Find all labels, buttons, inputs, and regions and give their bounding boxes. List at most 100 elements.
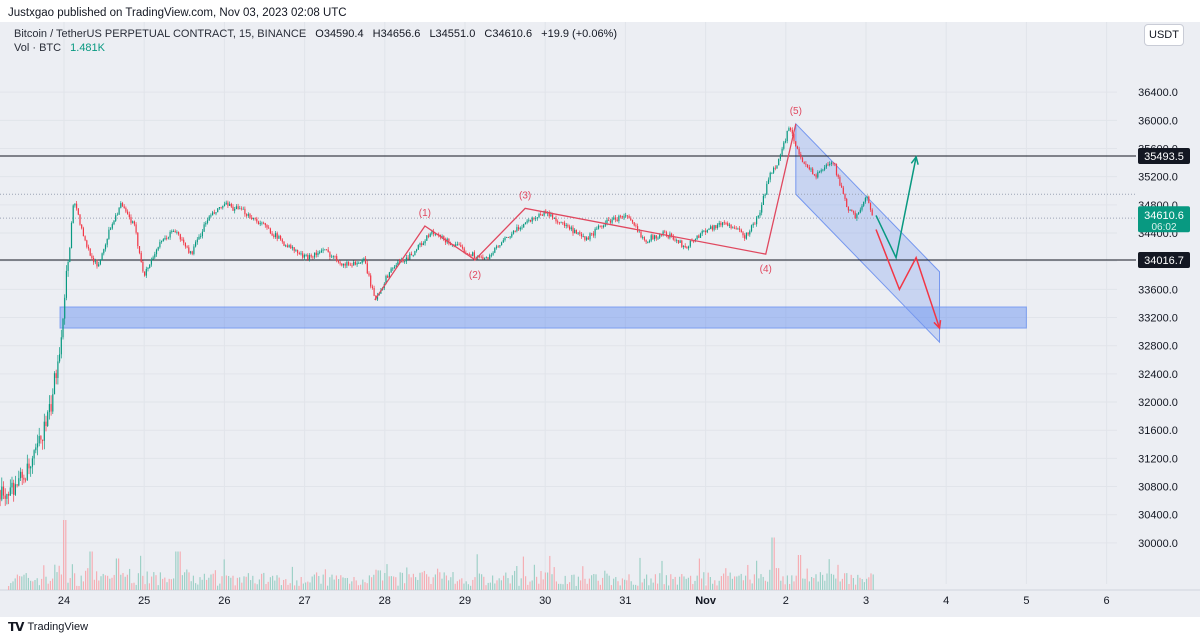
volume-bar: [551, 574, 553, 590]
candle-body: [23, 477, 25, 480]
candle-body: [495, 246, 498, 248]
volume-bar: [813, 578, 815, 590]
candle-body: [662, 231, 664, 236]
candle-body: [536, 217, 538, 219]
volume-bar: [630, 581, 632, 590]
candle-body: [460, 244, 462, 247]
volume-bar: [705, 585, 707, 590]
candle-body: [234, 208, 236, 211]
y-tick-label: 33600.0: [1138, 284, 1178, 296]
candle-body: [159, 242, 161, 248]
price-chart[interactable]: 30000.0 30400.0 30800.0 31200.0 31600.0 32000…: [0, 22, 1200, 617]
volume-bar: [817, 581, 819, 590]
ohlc-open: O34590.4: [315, 28, 364, 40]
chart-panel[interactable]: 30000.0 30400.0 30800.0 31200.0 31600.0 32000…: [0, 22, 1200, 617]
volume-bar: [223, 559, 225, 590]
candle-body: [257, 221, 260, 225]
tradingview-logo[interactable]: 𝗧𝗩 TradingView: [8, 620, 88, 634]
volume-bar: [49, 580, 51, 590]
candle-body: [120, 203, 122, 208]
volume-bar: [269, 577, 271, 590]
candle-body: [47, 412, 49, 426]
candle-body: [441, 236, 443, 238]
price-label-box: [1138, 148, 1190, 165]
y-tick-label: 32800.0: [1138, 341, 1178, 353]
candle-body: [101, 253, 103, 260]
candle-body: [807, 164, 809, 168]
parallel-channel[interactable]: [795, 122, 941, 344]
volume-bar: [793, 581, 795, 590]
candle-body: [154, 254, 156, 258]
volume-bar: [624, 579, 626, 590]
volume-bar: [355, 580, 357, 590]
volume-bar: [102, 573, 104, 590]
y-tick-label: 33200.0: [1138, 313, 1178, 325]
candle-body: [84, 236, 86, 241]
tradingview-logo-text: TradingView: [27, 621, 89, 633]
volume-bar: [91, 551, 93, 590]
volume-bar: [866, 578, 868, 590]
volume-bar: [386, 564, 388, 590]
volume-bar: [771, 537, 773, 590]
candle-body: [614, 217, 617, 220]
candle-body: [470, 254, 472, 256]
candle-body: [33, 450, 35, 459]
candle-body: [166, 238, 168, 239]
candle-body: [659, 234, 661, 238]
candle-body: [603, 225, 605, 228]
candle-body: [137, 232, 139, 247]
volume-bar: [828, 559, 830, 590]
candle-body: [419, 243, 421, 245]
candle-body: [48, 404, 50, 413]
volume-bar: [329, 577, 331, 590]
volume-bar: [698, 558, 700, 590]
volume-bar: [465, 581, 467, 590]
candle-body: [291, 247, 294, 249]
candle-body: [757, 215, 759, 218]
candle-body: [55, 373, 57, 378]
volume-bar: [379, 570, 381, 590]
volume-bar: [98, 580, 100, 590]
volume-bar: [162, 578, 164, 590]
bullish-projection-arrow[interactable]: [875, 156, 917, 261]
symbol-title: Bitcoin / TetherUS PERPETUAL CONTRACT, 1…: [14, 28, 307, 40]
volume-bar: [747, 564, 749, 590]
candle-body: [448, 238, 450, 244]
candle-body: [582, 236, 584, 238]
candle-body: [410, 253, 413, 256]
volume-bar: [173, 578, 175, 590]
elliott-wave-line[interactable]: [374, 123, 797, 301]
support-zone[interactable]: [59, 306, 1027, 329]
candle-body: [62, 318, 64, 338]
candle-body: [64, 297, 66, 319]
bearish-projection-arrow[interactable]: [875, 229, 941, 329]
candle-body: [849, 209, 851, 211]
volume-bar: [377, 570, 379, 590]
candle-body: [618, 215, 620, 222]
volume-bar: [547, 572, 549, 590]
volume-bar: [47, 583, 49, 590]
wave-label: (4): [760, 264, 772, 275]
candle-body: [4, 495, 6, 499]
candle-body: [19, 471, 22, 479]
volume-bar: [549, 555, 551, 590]
candle-body: [349, 264, 351, 266]
volume-bar: [124, 576, 126, 590]
candle-body: [93, 258, 95, 263]
volume-bar: [492, 575, 494, 590]
volume-bars: [8, 520, 874, 590]
volume-bar: [252, 575, 254, 590]
volume-bar: [228, 575, 230, 590]
currency-button[interactable]: USDT: [1144, 24, 1184, 46]
candle-body: [701, 231, 703, 234]
volume-bar: [307, 581, 309, 590]
volume-bar: [155, 575, 157, 590]
candle-body: [28, 463, 30, 469]
volume-bar: [760, 574, 762, 590]
candle-body: [720, 222, 722, 226]
candle-body: [672, 235, 674, 240]
y-tick-label: 30400.0: [1138, 510, 1178, 522]
volume-bar: [60, 574, 62, 590]
volume-bar: [485, 585, 487, 590]
volume-bar: [186, 569, 188, 590]
